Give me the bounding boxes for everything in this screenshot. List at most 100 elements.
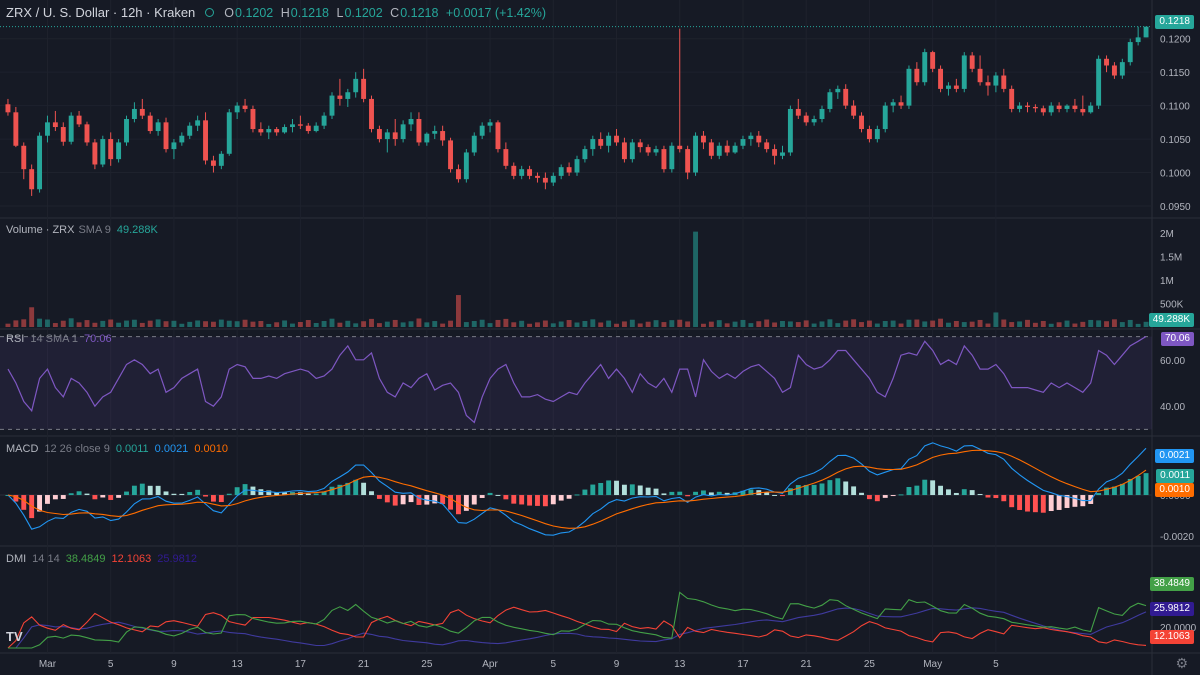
gear-icon[interactable]: ⚙ [1175, 655, 1188, 671]
candle [250, 108, 256, 130]
volume-bar [645, 321, 651, 327]
dmi-legend[interactable]: DMI 14 14 38.4849 12.1063 25.9812 [6, 553, 197, 565]
volume-bar [629, 319, 635, 327]
macd-histogram-bar [92, 495, 98, 500]
volume-bar [471, 321, 477, 327]
candle [527, 169, 533, 176]
candle [756, 135, 762, 143]
volume-bar [811, 323, 817, 327]
candle [432, 131, 438, 134]
candle [68, 115, 74, 142]
volume-bar [139, 322, 145, 327]
candle [1072, 105, 1078, 109]
x-tick-label: 5 [993, 659, 999, 670]
candle [124, 119, 129, 143]
rsi-tick-label: 60.00 [1160, 356, 1185, 367]
macd-histogram-bar [1104, 487, 1109, 496]
volume-bar [1119, 322, 1125, 327]
volume-bar [1064, 320, 1070, 327]
volume-bar [740, 319, 746, 327]
x-tick-label: 5 [108, 659, 114, 670]
volume-bar [542, 320, 548, 327]
volume-bar [724, 323, 730, 327]
macd-histogram-bar [961, 489, 967, 496]
candle [195, 120, 201, 126]
volume-bar [621, 321, 627, 327]
candle [369, 98, 374, 130]
candle [558, 167, 564, 176]
macd-histogram-bar [432, 495, 438, 504]
candle [337, 95, 343, 99]
candle [898, 102, 904, 106]
volume-legend[interactable]: Volume · ZRX SMA 9 49.288K [6, 224, 158, 236]
macd-histogram-bar [345, 482, 351, 496]
volume-bar [1056, 322, 1062, 327]
macd-histogram-bar [440, 495, 446, 505]
volume-bar [827, 319, 833, 327]
volume-bar [52, 323, 58, 327]
volume-bar [614, 323, 619, 327]
candle [408, 119, 414, 125]
volume-bar [748, 323, 754, 327]
macd-histogram-bar [985, 495, 991, 498]
volume-bar [890, 320, 896, 327]
volume-bar [155, 319, 161, 327]
candle [969, 55, 975, 69]
macd-histogram-bar [637, 485, 643, 496]
candle [645, 147, 651, 153]
candle [614, 135, 619, 143]
candle [76, 115, 82, 125]
macd-histogram-bar [218, 495, 224, 503]
macd-histogram-bar [550, 495, 556, 505]
macd-histogram-bar [574, 494, 580, 496]
macd-line [7, 442, 1147, 536]
volume-bar [511, 322, 517, 327]
candle [693, 135, 699, 173]
macd-histogram-bar [353, 479, 359, 496]
macd-histogram-bar [13, 495, 19, 502]
candle [424, 133, 430, 143]
candle [542, 177, 548, 183]
volume-bar [637, 323, 643, 327]
candle [203, 120, 208, 161]
macd-histogram-bar [645, 487, 651, 496]
volume-bar [1072, 323, 1078, 327]
candle [874, 129, 880, 140]
volume-bar [218, 319, 224, 327]
tradingview-logo[interactable]: TV [6, 629, 23, 644]
volume-bar [716, 320, 722, 327]
volume-bar [708, 321, 714, 327]
macd-histogram-bar [1072, 495, 1078, 507]
volume-bar [242, 319, 248, 327]
volume-bar [527, 323, 533, 327]
candle [732, 145, 738, 153]
volume-bar [1127, 319, 1133, 327]
volume-bar [1025, 319, 1030, 327]
rsi-legend[interactable]: RSI 14 SMA 1 70.06 [6, 333, 112, 345]
macd-legend[interactable]: MACD 12 26 close 9 0.0011 0.0021 0.0010 [6, 443, 228, 455]
volume-bar [1048, 323, 1054, 327]
volume-tick-label: 2M [1160, 229, 1174, 240]
macd-histogram-bar [139, 483, 145, 496]
volume-bar [969, 321, 975, 327]
candle [155, 122, 161, 132]
macd-histogram-bar [68, 493, 74, 496]
symbol-title[interactable]: ZRX / U. S. Dollar · 12h · Kraken [6, 5, 196, 20]
candle [179, 135, 185, 143]
volume-bar [487, 323, 493, 327]
candle [29, 169, 35, 190]
candle [187, 125, 193, 136]
macd-histogram-bar [787, 488, 793, 496]
volume-bar [582, 321, 588, 327]
volume-bar [590, 319, 596, 327]
volume-bar [1040, 320, 1046, 327]
candle [740, 139, 746, 146]
volume-bar [329, 318, 335, 327]
candle [795, 108, 801, 116]
macd-histogram-bar [124, 491, 129, 496]
candle [1088, 105, 1094, 113]
ohlc-values: O0.1202 H0.1218 L0.1202 C0.1218 +0.0017 … [224, 5, 546, 20]
volume-bar [574, 322, 580, 327]
volume-bar [922, 321, 928, 327]
